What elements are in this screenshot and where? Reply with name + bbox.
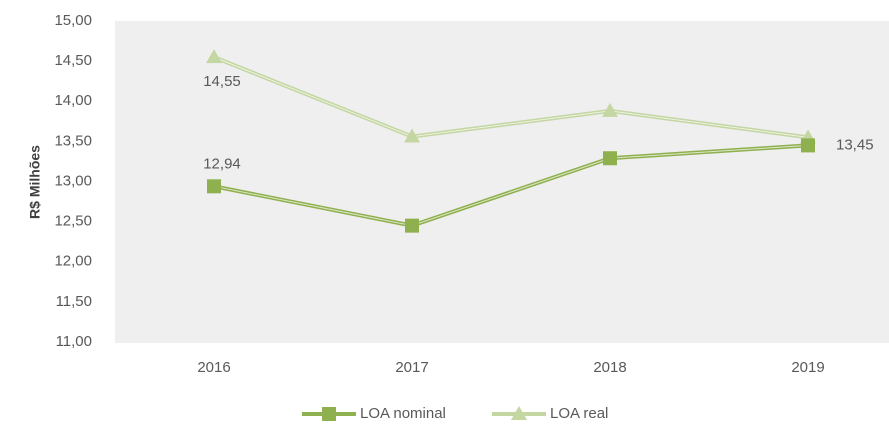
point <box>602 102 618 117</box>
legend-label: LOA nominal <box>360 405 446 422</box>
series-line-highlight <box>213 144 809 227</box>
data-label: 14,55 <box>203 73 241 90</box>
point <box>206 49 222 64</box>
y-tick-label: 11,50 <box>56 293 92 310</box>
y-tick-label: 12,50 <box>54 213 92 230</box>
plot-area <box>115 21 889 343</box>
x-tick-label: 2017 <box>395 359 428 376</box>
y-axis-title: R$ Milhões <box>27 145 43 219</box>
series-line-highlight <box>213 56 809 138</box>
data-label: 13,45 <box>836 136 874 153</box>
point <box>207 179 221 194</box>
y-tick-label: 13,50 <box>54 132 92 149</box>
y-tick-label: 13,00 <box>54 172 92 189</box>
point <box>404 128 420 143</box>
x-tick-label: 2019 <box>791 359 824 376</box>
y-tick-label: 14,50 <box>54 52 92 69</box>
point <box>603 151 617 166</box>
legend-marker <box>322 407 336 421</box>
point <box>801 138 815 153</box>
y-tick-label: 12,00 <box>54 253 92 270</box>
y-tick-label: 11,00 <box>56 333 92 350</box>
x-tick-label: 2016 <box>197 359 230 376</box>
y-tick-label: 15,00 <box>54 12 92 29</box>
legend-marker <box>511 406 527 420</box>
y-tick-label: 14,00 <box>54 92 92 109</box>
legend-label: LOA real <box>550 405 608 422</box>
data-label: 12,94 <box>203 155 241 172</box>
x-tick-label: 2018 <box>593 359 626 376</box>
point <box>405 218 419 233</box>
